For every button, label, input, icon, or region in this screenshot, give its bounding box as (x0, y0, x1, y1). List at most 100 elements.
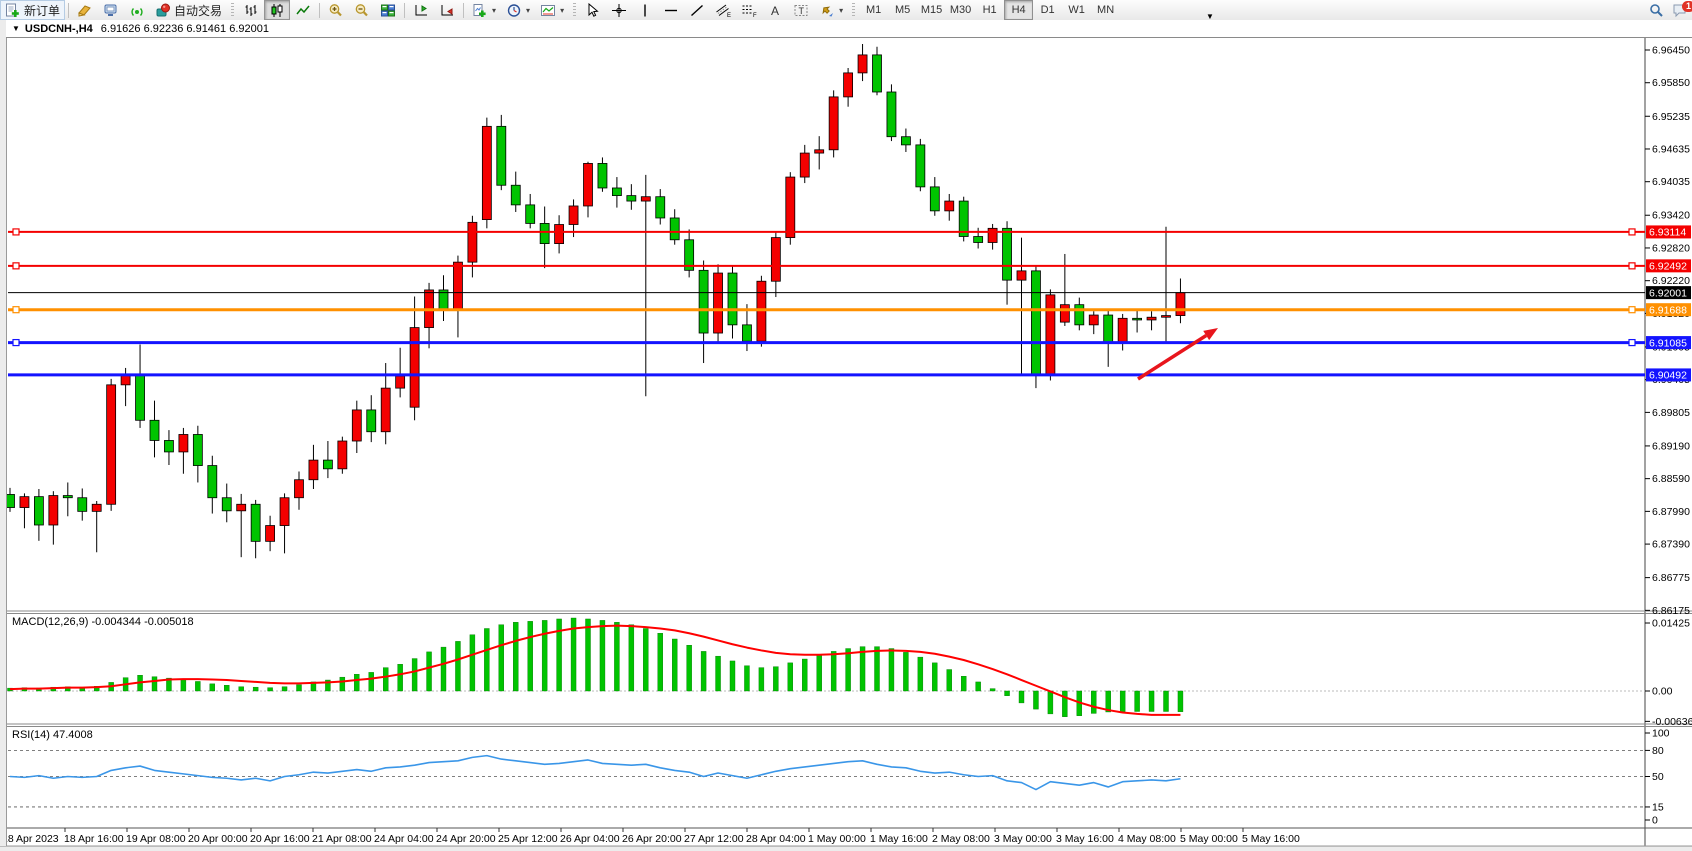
arrows-button[interactable]: ▾ (814, 0, 848, 20)
toolbar-separator (404, 2, 406, 18)
timeframe-w1[interactable]: W1 (1068, 4, 1085, 16)
chevron-down-icon[interactable]: ▾ (560, 5, 565, 15)
arrow-annotation[interactable] (1137, 328, 1218, 381)
macd-pane (7, 617, 1645, 717)
line-handle (1628, 228, 1636, 236)
window-left-edge (0, 20, 7, 851)
trendline-button[interactable] (684, 0, 710, 20)
cursor-button[interactable] (580, 0, 606, 20)
styles-icon (77, 3, 93, 18)
timeframe-d1[interactable]: D1 (1040, 4, 1055, 16)
equidistant-channel-button[interactable]: E (710, 0, 736, 20)
chart-window-menu-arrow[interactable]: ▼ (1206, 12, 1214, 21)
tile-windows-icon (380, 3, 396, 18)
chevron-down-icon[interactable]: ▾ (492, 5, 497, 15)
toolbar-separator (463, 2, 465, 18)
price-axis[interactable]: 6.96450 6.95850 6.95235 6.94635 6.94035 6.934… (1645, 44, 1692, 827)
auto-scroll-icon (439, 3, 455, 18)
vline-icon (637, 3, 653, 18)
toolbar-separator (68, 2, 70, 18)
signals-button[interactable] (124, 0, 150, 20)
chat-icon[interactable]: 1 (1672, 0, 1692, 18)
price-tags: 6.93114 6.92492 6.92001 6.91688 6.91085 6.904… (1646, 225, 1691, 382)
svg-text:0.01425: 0.01425 (1652, 618, 1690, 630)
horizontal-line-button[interactable] (658, 0, 684, 20)
svg-text:27 Apr 12:00: 27 Apr 12:00 (684, 833, 744, 845)
time-axis[interactable]: 18 Apr 2023 18 Apr 16:00 19 Apr 08:00 20 Ap… (2, 828, 1300, 845)
new-order-button[interactable]: 新订单 (0, 0, 66, 20)
rsi-line (9, 754, 1181, 791)
crosshair-button[interactable] (606, 0, 632, 20)
line-handle (12, 228, 20, 236)
svg-text:6.96450: 6.96450 (1652, 44, 1690, 56)
svg-text:E: E (727, 13, 731, 18)
search-icon[interactable] (1649, 3, 1664, 18)
autotrade-button[interactable]: 自动交易 (150, 0, 227, 20)
styles-button[interactable] (72, 0, 98, 20)
main-toolbar: 新订单 自动交易 ▾ ▾ ▾ E F A T ▾ M1 M5 M15 M30 H1 H4 D1 W1 MN 1 (0, 0, 1692, 21)
timeframe-m30[interactable]: M30 (949, 4, 972, 16)
new-order-button-label: 新订单 (24, 3, 61, 18)
period-icon (506, 3, 522, 18)
text-label-button[interactable]: T (788, 0, 814, 20)
channel-icon: E (715, 3, 731, 18)
macd-signal-line (9, 624, 1181, 716)
price-tag-6.90492: 6.90492 (1649, 370, 1687, 382)
svg-text:6.86175: 6.86175 (1652, 605, 1690, 617)
timeframe-h1[interactable]: H1 (982, 4, 997, 16)
line-chart-button[interactable] (290, 0, 316, 20)
candle-chart-icon (269, 3, 285, 18)
svg-text:6.87390: 6.87390 (1652, 539, 1690, 551)
candle-chart-button[interactable] (264, 0, 291, 20)
new-chart-button[interactable]: ▾ (467, 0, 501, 20)
fibonacci-button[interactable]: F (736, 0, 762, 20)
svg-text:50: 50 (1652, 771, 1664, 783)
zoom-in-icon (328, 3, 344, 18)
template-button[interactable]: ▾ (535, 0, 569, 20)
svg-text:15: 15 (1652, 801, 1664, 813)
svg-text:6.87990: 6.87990 (1652, 506, 1690, 518)
svg-text:100: 100 (1652, 728, 1670, 740)
chart-title-dropdown-icon[interactable]: ▼ (12, 24, 20, 33)
svg-text:6.95235: 6.95235 (1652, 111, 1690, 123)
bar-chart-button[interactable] (238, 0, 264, 20)
timeframe-m15[interactable]: M15 (920, 4, 943, 16)
svg-text:18 Apr 2023: 18 Apr 2023 (2, 833, 59, 845)
vertical-line-button[interactable] (632, 0, 658, 20)
timeframe-m5[interactable]: M5 (894, 4, 911, 16)
horizontal-lines-layer[interactable] (8, 228, 1645, 377)
line-handle (12, 338, 20, 347)
auto-scroll-button[interactable] (434, 0, 460, 20)
svg-text:6.92220: 6.92220 (1652, 275, 1690, 287)
terminal-button[interactable] (98, 0, 124, 20)
svg-text:80: 80 (1652, 745, 1664, 757)
candles-layer (5, 43, 1186, 559)
price-tag-6.92492: 6.92492 (1649, 261, 1687, 273)
chart-symbol-period: USDCNH-,H4 (24, 22, 93, 35)
timeframe-mn[interactable]: MN (1097, 4, 1115, 16)
chevron-down-icon[interactable]: ▾ (839, 5, 844, 15)
svg-text:6.89805: 6.89805 (1652, 407, 1690, 419)
svg-text:21 Apr 08:00: 21 Apr 08:00 (312, 833, 372, 845)
new-order-icon (5, 3, 21, 18)
fibo-icon: F (741, 3, 757, 18)
zoom-out-button[interactable] (349, 0, 375, 20)
svg-text:2 May 08:00: 2 May 08:00 (932, 833, 990, 845)
toolbar-grip (231, 3, 235, 17)
crosshair-icon (611, 3, 627, 18)
period-button[interactable]: ▾ (501, 0, 535, 20)
svg-text:F: F (753, 13, 757, 18)
tile-windows-button[interactable] (375, 0, 401, 20)
timeframe-m1[interactable]: M1 (865, 4, 882, 16)
zoom-in-button[interactable] (323, 0, 349, 20)
svg-text:26 Apr 04:00: 26 Apr 04:00 (560, 833, 620, 845)
svg-text:6.93420: 6.93420 (1652, 210, 1690, 222)
toolbar-grip (852, 3, 856, 17)
svg-text:5 May 00:00: 5 May 00:00 (1180, 833, 1238, 845)
chart-shift-button[interactable] (408, 0, 434, 20)
timeframe-h4[interactable]: H4 (1004, 0, 1034, 20)
svg-text:6.89190: 6.89190 (1652, 440, 1690, 452)
chevron-down-icon[interactable]: ▾ (526, 5, 531, 15)
text-button[interactable]: A (762, 0, 788, 20)
